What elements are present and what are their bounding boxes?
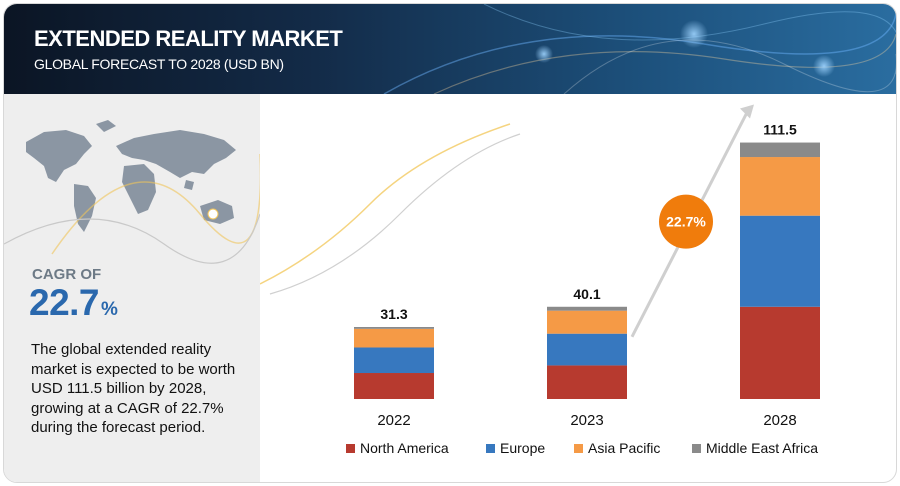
- page-subtitle: GLOBAL FORECAST TO 2028 (USD BN): [34, 56, 284, 72]
- total-label-2022: 31.3: [380, 306, 407, 322]
- bar-europe-2022: [354, 347, 434, 374]
- cagr-badge: [659, 194, 713, 249]
- legend-label-asia-pacific: Asia Pacific: [588, 440, 660, 456]
- bar-europe-2028: [740, 215, 820, 307]
- market-description: The global extended reality market is ex…: [31, 341, 236, 436]
- bar-middle-east-africa-2028: [740, 142, 820, 158]
- bar-north-america-2023: [547, 365, 627, 399]
- bar-asia-pacific-2022: [354, 328, 434, 348]
- header-banner: EXTENDED REALITY MARKET GLOBAL FORECAST …: [4, 4, 896, 94]
- page-title: EXTENDED REALITY MARKET: [34, 26, 343, 51]
- legend-swatch-asia-pacific: [574, 444, 583, 453]
- bar-asia-pacific-2028: [740, 157, 820, 216]
- cagr-number: 22.7: [29, 282, 100, 323]
- chart-area: 31.3 2022 40.1 2023 111.5 2028 North America E…: [260, 94, 896, 482]
- legend-label-europe: Europe: [500, 440, 545, 456]
- infographic-frame: EXTENDED REALITY MARKET GLOBAL FORECAST …: [3, 3, 897, 483]
- cagr-badge-label: 22.7%: [666, 214, 706, 230]
- category-label-2022: 2022: [377, 412, 410, 429]
- bar-asia-pacific-2023: [547, 310, 627, 334]
- legend-label-middle-east-africa: Middle East Africa: [706, 440, 818, 456]
- decorative-curve: [260, 123, 511, 285]
- cagr-value: 22.7%: [29, 282, 118, 324]
- bar-europe-2023: [547, 333, 627, 366]
- bar-north-america-2022: [354, 373, 434, 399]
- legend-swatch-middle-east-africa: [692, 444, 701, 453]
- stacked-bar-chart: 31.3 2022 40.1 2023 111.5 2028 North America E…: [260, 104, 820, 456]
- legend-swatch-europe: [486, 444, 495, 453]
- legend-label-north-america: North America: [360, 440, 449, 456]
- total-label-2023: 40.1: [573, 286, 600, 302]
- total-label-2028: 111.5: [763, 122, 797, 138]
- world-map-icon: [4, 120, 260, 264]
- legend-swatch-north-america: [346, 444, 355, 453]
- bar-middle-east-africa-2023: [547, 306, 627, 311]
- category-label-2023: 2023: [570, 412, 603, 429]
- light-streaks-decoration: [383, 4, 896, 94]
- bar-middle-east-africa-2022: [354, 327, 434, 329]
- decorative-curve: [269, 133, 521, 295]
- category-label-2028: 2028: [763, 412, 796, 429]
- bar-north-america-2028: [740, 306, 820, 399]
- cagr-percent-sign: %: [101, 299, 118, 320]
- growth-arrow-head: [740, 104, 754, 119]
- cagr-label: CAGR OF: [32, 266, 102, 283]
- summary-panel: CAGR OF 22.7% The global extended realit…: [4, 94, 260, 482]
